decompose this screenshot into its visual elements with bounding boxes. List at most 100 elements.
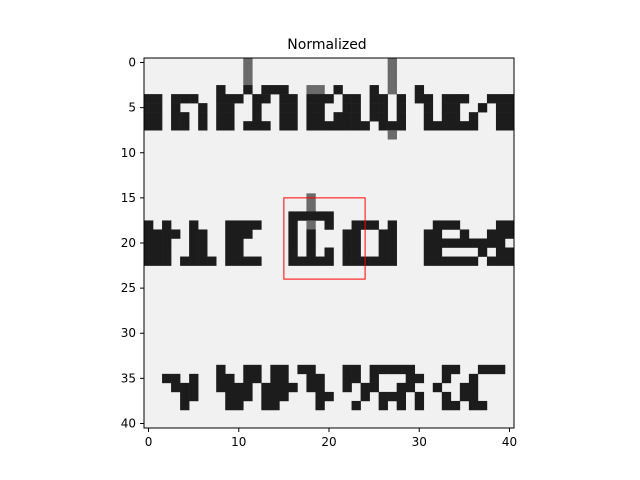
pixel-cell <box>270 365 279 374</box>
pixel-cell <box>324 392 333 401</box>
pixel-cell <box>388 220 397 229</box>
pixel-cell <box>234 392 243 401</box>
pixel-cell <box>370 112 379 121</box>
pixel-cell <box>352 229 361 238</box>
pixel-cell <box>189 383 198 392</box>
pixel-cell <box>343 229 352 238</box>
pixel-cell <box>234 229 243 238</box>
pixel-cell <box>198 112 207 121</box>
pixel-cell <box>252 257 261 266</box>
pixel-cell <box>162 238 171 247</box>
pixel-cell <box>379 229 388 238</box>
pixel-cell <box>225 383 234 392</box>
pixel-cell <box>397 103 406 112</box>
pixel-cell <box>144 103 153 112</box>
pixel-cell <box>225 229 234 238</box>
pixel-cell <box>171 121 180 130</box>
y-tick-label: 10 <box>121 146 136 160</box>
pixel-cell <box>424 94 433 103</box>
pixel-cell <box>451 103 460 112</box>
pixel-cell <box>261 392 270 401</box>
pixel-cell <box>144 238 153 247</box>
pixel-cell <box>388 257 397 266</box>
pixel-cell <box>496 229 505 238</box>
y-tick-label: 20 <box>121 236 136 250</box>
pixel-cell <box>451 365 460 374</box>
chart-title: Normalized <box>287 37 366 53</box>
pixel-cell <box>189 248 198 257</box>
pixel-cell <box>261 85 270 94</box>
pixel-cell <box>252 220 261 229</box>
pixel-cell <box>153 257 162 266</box>
pixel-cell <box>189 220 198 229</box>
pixel-cell <box>216 103 225 112</box>
pixel-cell <box>469 238 478 247</box>
pixel-cell <box>171 112 180 121</box>
pixel-cell <box>451 220 460 229</box>
pixel-cell <box>279 365 288 374</box>
pixel-cell <box>451 401 460 410</box>
pixel-cell <box>451 121 460 130</box>
pixel-cell <box>243 383 252 392</box>
pixel-cell <box>288 248 297 257</box>
pixel-cell <box>315 257 324 266</box>
pixel-cell <box>496 103 505 112</box>
pixel-cell <box>343 121 352 130</box>
pixel-cell <box>469 257 478 266</box>
pixel-cell <box>433 383 442 392</box>
pixel-cell <box>352 94 361 103</box>
pixel-cell <box>288 257 297 266</box>
pixel-cell <box>153 121 162 130</box>
pixel-cell <box>324 248 333 257</box>
pixel-cell <box>279 103 288 112</box>
pixel-cell <box>144 257 153 266</box>
pixel-cell <box>225 401 234 410</box>
pixel-cell <box>171 103 180 112</box>
pixel-cell <box>288 220 297 229</box>
x-tick-label: 40 <box>502 435 517 449</box>
pixel-cell <box>270 401 279 410</box>
pixel-cell <box>189 229 198 238</box>
pixel-cell <box>370 383 379 392</box>
pixel-cell <box>505 112 514 121</box>
pixel-cell <box>361 121 370 130</box>
pixel-cell <box>315 112 324 121</box>
pixel-cell <box>243 67 252 76</box>
pixel-cell <box>370 85 379 94</box>
pixel-cell <box>252 112 261 121</box>
pixel-cell <box>162 229 171 238</box>
pixel-cell <box>180 383 189 392</box>
pixel-cell <box>379 257 388 266</box>
pixel-cell <box>153 238 162 247</box>
y-tick-label: 15 <box>121 191 136 205</box>
image-cells <box>144 58 514 428</box>
pixel-cell <box>424 103 433 112</box>
pixel-cell <box>288 94 297 103</box>
pixel-cell <box>270 383 279 392</box>
pixel-cell <box>343 365 352 374</box>
pixel-cell <box>306 257 315 266</box>
pixel-cell <box>252 94 261 103</box>
pixel-cell <box>397 365 406 374</box>
pixel-cell <box>288 383 297 392</box>
pixel-cell <box>379 248 388 257</box>
pixel-cell <box>505 94 514 103</box>
pixel-cell <box>487 365 496 374</box>
pixel-cell <box>496 112 505 121</box>
pixel-cell <box>442 121 451 130</box>
pixel-cell <box>306 365 315 374</box>
pixel-cell <box>487 238 496 247</box>
pixel-cell <box>433 238 442 247</box>
pixel-cell <box>361 392 370 401</box>
pixel-cell <box>306 85 315 94</box>
pixel-cell <box>388 67 397 76</box>
pixel-cell <box>297 365 306 374</box>
pixel-cell <box>180 257 189 266</box>
x-tick-label: 20 <box>321 435 336 449</box>
pixel-cell <box>424 248 433 257</box>
pixel-cell <box>243 374 252 383</box>
pixel-cell <box>180 121 189 130</box>
pixel-cell <box>433 121 442 130</box>
pixel-cell <box>379 121 388 130</box>
pixel-cell <box>451 112 460 121</box>
